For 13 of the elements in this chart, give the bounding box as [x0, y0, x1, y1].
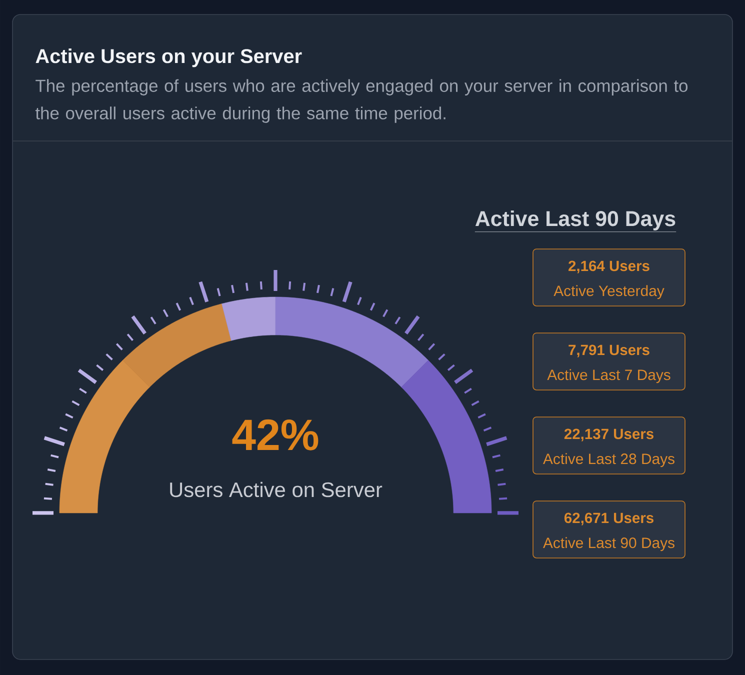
- text: 2,164 Users: [568, 260, 650, 274]
- text: Active Last 7 Days: [547, 369, 670, 384]
- chart-title: Active Users on your Server: [36, 48, 302, 68]
- text: Active Yesterday: [554, 285, 664, 300]
- chart-subtitle: The percentage of users who are actively engaged on your server in comparison to the overall users active during the same time period.: [35, 79, 688, 123]
- text: Active Last 90 Days: [475, 210, 676, 230]
- text: Users Active on Server: [170, 482, 382, 498]
- text: 22,137 Users: [564, 428, 654, 442]
- text: Active Last 28 Days: [543, 453, 674, 468]
- text: Active Last 90 Days: [543, 537, 674, 552]
- text: 62,671 Users: [564, 512, 654, 526]
- text: 7,791 Users: [568, 344, 650, 358]
- text: 42%: [232, 419, 318, 450]
